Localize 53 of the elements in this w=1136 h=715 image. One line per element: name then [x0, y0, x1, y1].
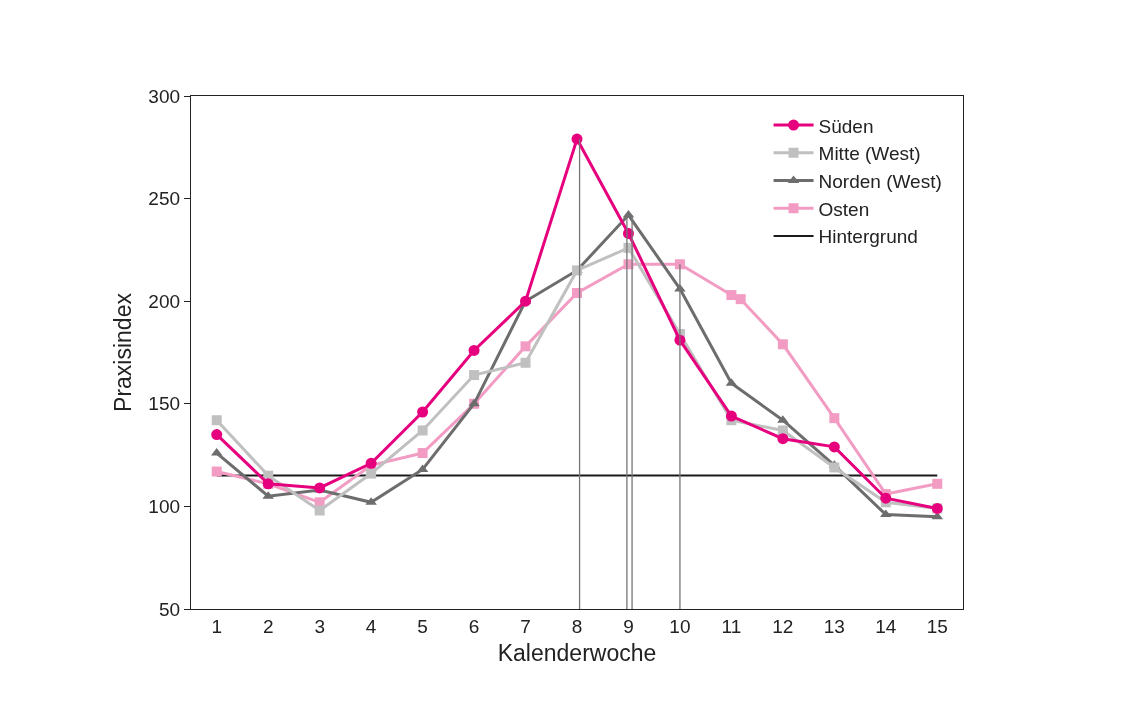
point — [725, 410, 737, 422]
x-tick-label: 15 — [926, 615, 948, 637]
y-axis-title: Praxisindex — [109, 292, 136, 412]
point — [469, 370, 480, 381]
point — [314, 505, 325, 516]
x-tick-label: 10 — [669, 615, 691, 637]
x-tick-label: 6 — [468, 615, 480, 637]
point — [932, 478, 943, 489]
point — [211, 429, 223, 441]
point — [880, 509, 892, 518]
point — [211, 415, 222, 426]
y-tick-label: 50 — [158, 598, 181, 620]
x-tick-label: 14 — [875, 615, 897, 637]
x-tick-label: 2 — [262, 615, 274, 637]
point — [417, 406, 429, 418]
point — [726, 290, 737, 301]
point — [366, 468, 377, 479]
y-tick-label: 250 — [148, 188, 181, 210]
point — [211, 466, 222, 477]
point — [829, 413, 840, 424]
point — [777, 339, 788, 350]
x-tick-label: 7 — [520, 615, 531, 637]
x-tick-label: 13 — [823, 615, 845, 637]
y-tick-label: 300 — [148, 85, 181, 107]
x-tick-label: 9 — [623, 615, 634, 637]
x-tick-label: 1 — [211, 615, 223, 637]
legend-label: Norden (West) — [818, 170, 942, 192]
point — [520, 341, 531, 352]
x-tick-label: 5 — [417, 615, 428, 637]
point — [417, 425, 428, 436]
point — [735, 294, 746, 305]
point — [520, 357, 531, 368]
point — [777, 433, 789, 445]
point — [674, 259, 685, 270]
point — [828, 441, 840, 453]
point — [829, 462, 840, 473]
point — [572, 287, 582, 298]
y-tick-label: 150 — [148, 393, 181, 415]
y-tick-label: 200 — [148, 290, 181, 312]
point — [417, 448, 428, 459]
x-tick-label: 4 — [365, 615, 377, 637]
point — [468, 344, 480, 356]
point — [880, 492, 892, 504]
x-tick-label: 11 — [721, 615, 742, 637]
x-tick-label: 8 — [571, 615, 583, 637]
legend-label: Hintergrund — [818, 226, 918, 248]
x-tick-label: 12 — [772, 615, 794, 637]
x-axis-title: Kalenderwoche — [497, 639, 657, 666]
legend-label: Süden — [818, 115, 874, 137]
legend-label: Mitte (West) — [818, 143, 921, 165]
y-tick-label: 100 — [148, 496, 181, 518]
legend-label: Osten — [818, 198, 870, 220]
x-tick-label: 3 — [314, 615, 325, 637]
